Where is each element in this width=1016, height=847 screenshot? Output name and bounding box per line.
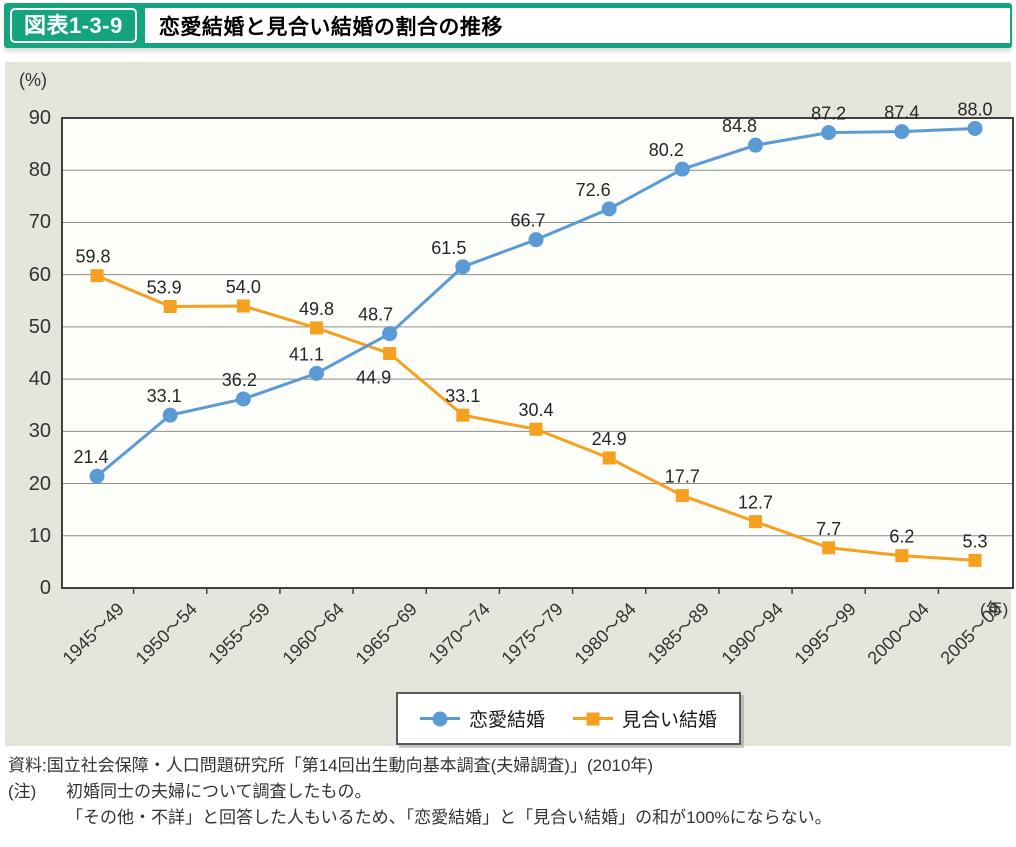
footer-notes: 資料:国立社会保障・人口問題研究所「第14回出生動向基本調査(夫婦調査)」(20… bbox=[8, 753, 1008, 831]
plot-background bbox=[62, 118, 1013, 588]
circle-marker-icon bbox=[967, 120, 983, 136]
square-marker-icon bbox=[90, 269, 104, 283]
source-line: 資料:国立社会保障・人口問題研究所「第14回出生動向基本調査(夫婦調査)」(20… bbox=[8, 756, 654, 775]
y-axis-label: 10 bbox=[28, 524, 51, 547]
circle-marker-icon bbox=[894, 124, 910, 140]
data-label: 12.7 bbox=[738, 493, 773, 513]
y-axis-label: 20 bbox=[28, 472, 51, 495]
circle-marker-icon bbox=[748, 137, 763, 153]
legend-entry-love: 恋愛結婚 bbox=[420, 705, 545, 732]
y-axis-label: 30 bbox=[28, 420, 51, 443]
square-marker-icon bbox=[675, 489, 689, 503]
legend-label-love: 恋愛結婚 bbox=[469, 710, 546, 731]
square-marker-icon bbox=[602, 451, 616, 465]
data-label: 61.5 bbox=[431, 238, 466, 258]
circle-marker-icon bbox=[89, 468, 105, 484]
data-label: 33.1 bbox=[445, 386, 480, 406]
data-label: 84.8 bbox=[722, 116, 757, 136]
y-axis-label: 70 bbox=[28, 211, 51, 234]
x-axis-unit-label: (年) bbox=[980, 600, 1009, 619]
square-marker-icon bbox=[968, 553, 982, 567]
circle-marker-icon bbox=[309, 365, 324, 381]
square-marker-icon bbox=[456, 408, 470, 422]
figure-number-badge: 図表1-3-9 bbox=[10, 8, 137, 43]
y-axis-label: 0 bbox=[39, 577, 51, 599]
circle-marker-icon bbox=[455, 259, 471, 275]
square-marker-icon bbox=[310, 321, 323, 335]
y-axis-label: 90 bbox=[28, 107, 51, 129]
data-label: 72.6 bbox=[576, 180, 611, 200]
circle-marker-icon bbox=[235, 391, 251, 407]
data-label: 88.0 bbox=[957, 99, 992, 119]
x-axis-labels: 1945〜49 1950〜54 1955〜59 1960〜64 1965〜69 1970〜… bbox=[59, 596, 1013, 676]
square-marker-icon bbox=[163, 300, 177, 314]
square-marker-icon bbox=[822, 541, 836, 555]
data-label: 87.4 bbox=[884, 103, 919, 123]
y-axis-label: 60 bbox=[28, 263, 51, 286]
data-label: 53.9 bbox=[147, 278, 182, 298]
note-label: (注) bbox=[8, 782, 37, 801]
y-axis-label: 40 bbox=[28, 368, 51, 391]
love-line-sample bbox=[420, 711, 460, 726]
data-label: 41.1 bbox=[289, 344, 324, 364]
figure-title: 恋愛結婚と見合い結婚の割合の推移 bbox=[158, 15, 503, 39]
data-label: 6.2 bbox=[889, 527, 914, 547]
love-circle-marker-icon bbox=[432, 711, 448, 726]
square-marker-icon bbox=[236, 299, 250, 313]
figure-title-box: 恋愛結婚と見合い結婚の割合の推移 bbox=[144, 8, 1010, 43]
note-row: (注) 初婚同士の夫婦について調査したもの。 bbox=[8, 779, 1008, 805]
data-label: 49.8 bbox=[299, 299, 334, 319]
data-label: 44.9 bbox=[356, 368, 391, 388]
plot-border bbox=[61, 117, 1014, 589]
data-label: 48.7 bbox=[358, 305, 393, 325]
data-label: 59.8 bbox=[75, 247, 110, 267]
legend-entry-miai: 見合い結婚 bbox=[573, 705, 717, 732]
legend-label-miai: 見合い結婚 bbox=[622, 710, 718, 731]
circle-marker-icon bbox=[674, 161, 690, 177]
note-line-1: 初婚同士の夫婦について調査したもの。 bbox=[66, 782, 372, 801]
circle-marker-icon bbox=[528, 232, 544, 248]
figure-header: 図表1-3-9 恋愛結婚と見合い結婚の割合の推移 bbox=[4, 3, 1012, 48]
circle-marker-icon bbox=[162, 407, 178, 423]
note-line-2: 「その他・不詳」と回答した人もいるため、「恋愛結婚」と「見合い結婚」の和が100… bbox=[66, 808, 832, 827]
data-label: 87.2 bbox=[811, 104, 846, 124]
data-label: 33.1 bbox=[147, 386, 182, 406]
data-label: 7.7 bbox=[816, 519, 841, 539]
square-marker-icon bbox=[895, 549, 909, 563]
data-label: 36.2 bbox=[222, 370, 257, 390]
circle-marker-icon bbox=[382, 326, 398, 342]
y-axis-label: 50 bbox=[28, 315, 51, 338]
miai-square-marker-icon bbox=[586, 712, 600, 725]
miai-line-sample bbox=[573, 712, 614, 725]
circle-marker-icon bbox=[821, 125, 837, 141]
square-marker-icon bbox=[529, 422, 543, 436]
square-marker-icon bbox=[383, 347, 397, 361]
data-label: 17.7 bbox=[665, 467, 700, 487]
y-axis-label: 80 bbox=[28, 159, 51, 182]
square-marker-icon bbox=[749, 515, 762, 529]
data-label: 21.4 bbox=[73, 447, 108, 467]
circle-marker-icon bbox=[601, 201, 617, 217]
data-label: 30.4 bbox=[518, 400, 553, 420]
data-label: 80.2 bbox=[649, 140, 684, 160]
chart-panel: (%) 90 80 70 60 50 40 30 20 10 0 21.4 33.1 36.2 41.1… bbox=[5, 62, 1014, 746]
data-label: 66.7 bbox=[510, 211, 545, 231]
line-chart-plot: 21.4 33.1 36.2 41.1 48.7 61.5 66.7 72.6 80.2 84.8… bbox=[61, 99, 1014, 594]
legend: 恋愛結婚 見合い結婚 bbox=[396, 692, 742, 745]
data-label: 24.9 bbox=[592, 429, 627, 449]
data-label: 54.0 bbox=[226, 277, 261, 297]
y-axis-unit-label: (%) bbox=[19, 70, 47, 90]
data-label: 5.3 bbox=[962, 531, 987, 551]
